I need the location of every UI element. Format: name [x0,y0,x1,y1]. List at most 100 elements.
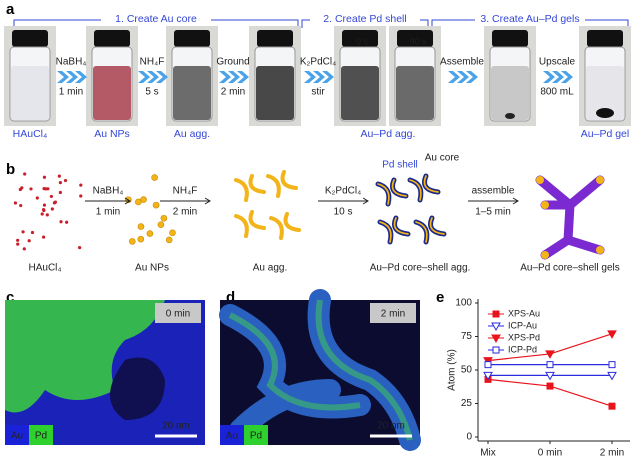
step-condition: stir [311,87,325,98]
legend-label: ICP-Au [508,320,537,330]
channel-au [5,425,29,445]
sample-label: Au NPs [94,128,130,140]
ion-dot [20,186,24,190]
time-label: 0 s [356,36,369,46]
ion-dot [58,190,62,195]
gel-piece [505,113,515,119]
step-reagent: NaBH₄ [56,57,87,68]
au-np [157,221,165,228]
vial-cap [12,30,48,47]
agg-strand [269,212,301,240]
step-reagent: NH₄F [173,186,198,197]
ion-dot [30,230,35,235]
au-np [146,230,154,237]
vial-liquid [256,66,294,120]
stage-bg [101,12,211,26]
agg-strand [234,210,266,238]
gel-end [541,251,549,259]
panel-label: e [436,289,444,306]
step-condition: 5 s [145,87,158,98]
data-point [546,361,554,369]
vial-liquid [586,66,624,120]
data-point [608,402,616,410]
ion-dot [59,220,63,224]
arrow-chevron [147,71,159,83]
callout: Au core [425,153,460,164]
vial-cap [174,30,210,47]
arrow-chevron [219,71,231,83]
sample-label: Au–Pd agg. [361,128,416,140]
step-condition: 10 s [334,207,353,218]
au-np [137,223,145,230]
sample-label: Au–Pd gel [581,128,629,140]
step-reagent: NH₄F [140,57,165,68]
agg-strand [234,174,266,202]
time-box [155,303,201,323]
time-label: 0 min [166,309,190,320]
vial-cap [257,30,293,47]
step-condition: 1–5 min [475,207,511,218]
step-reagent: Upscale [539,57,576,68]
vial-liquid [93,66,131,120]
data-point [545,371,555,381]
sample-label: Au NPs [135,263,169,274]
vial-liquid [341,66,379,120]
x-tick-label: Mix [480,448,496,459]
step-reagent: NaBH₄ [93,186,124,197]
ion-dot [42,175,47,179]
time-box [370,303,416,323]
data-point [483,357,493,366]
legend-marker [491,322,501,332]
channel-label: Au [11,431,23,442]
sample-label: Au–Pd core–shell agg. [370,263,471,274]
ion-dot [41,235,46,239]
ion-dot [16,238,20,242]
channel-label: Au [226,431,238,442]
step-reagent: assemble [472,186,515,197]
vial-cap [342,30,378,47]
scale-label: 20 nm [377,421,405,432]
gel-piece [596,108,614,118]
arrow-chevron [237,71,249,83]
au-np [160,214,168,222]
ion-dot [41,208,46,212]
step-condition: 2 min [173,207,197,218]
agg-strand [266,170,298,198]
agg-core [409,175,439,201]
y-axis-label: Atom (%) [447,349,458,391]
ion-dot [22,247,26,251]
time-label: 90 s [409,36,427,46]
ion-dot [42,203,47,207]
au-np [128,238,136,245]
sample-label: HAuCl₄ [13,128,48,140]
data-point [607,330,617,339]
au-np [137,235,145,243]
ion-dot [27,239,31,243]
ion-dot [49,194,53,199]
panel-label: d [226,289,235,306]
step-reagent: Ground [216,57,249,68]
arrow [318,197,369,205]
au-np [165,236,173,244]
vial-liquid [491,66,529,120]
ion-dot [29,187,33,191]
gel-end [596,246,604,254]
au-np [169,229,176,237]
stage-title: 3. Create Au–Pd gels [480,13,579,25]
ion-dot [58,181,62,185]
sample-label: HAuCl₄ [29,263,62,274]
vial-cap [94,30,130,47]
arrow [160,197,211,205]
ion-dot [53,200,58,204]
legend-marker [492,310,500,318]
ion-dot [44,187,48,191]
stage-bg [310,12,420,26]
channel-au [220,425,244,445]
arrow-chevron [466,71,478,83]
panel-label: b [6,161,15,178]
step-condition: 1 min [96,207,120,218]
au-np [151,174,158,181]
ion-dot [16,242,20,246]
vial-cap [587,30,623,47]
vial-liquid [11,66,49,120]
